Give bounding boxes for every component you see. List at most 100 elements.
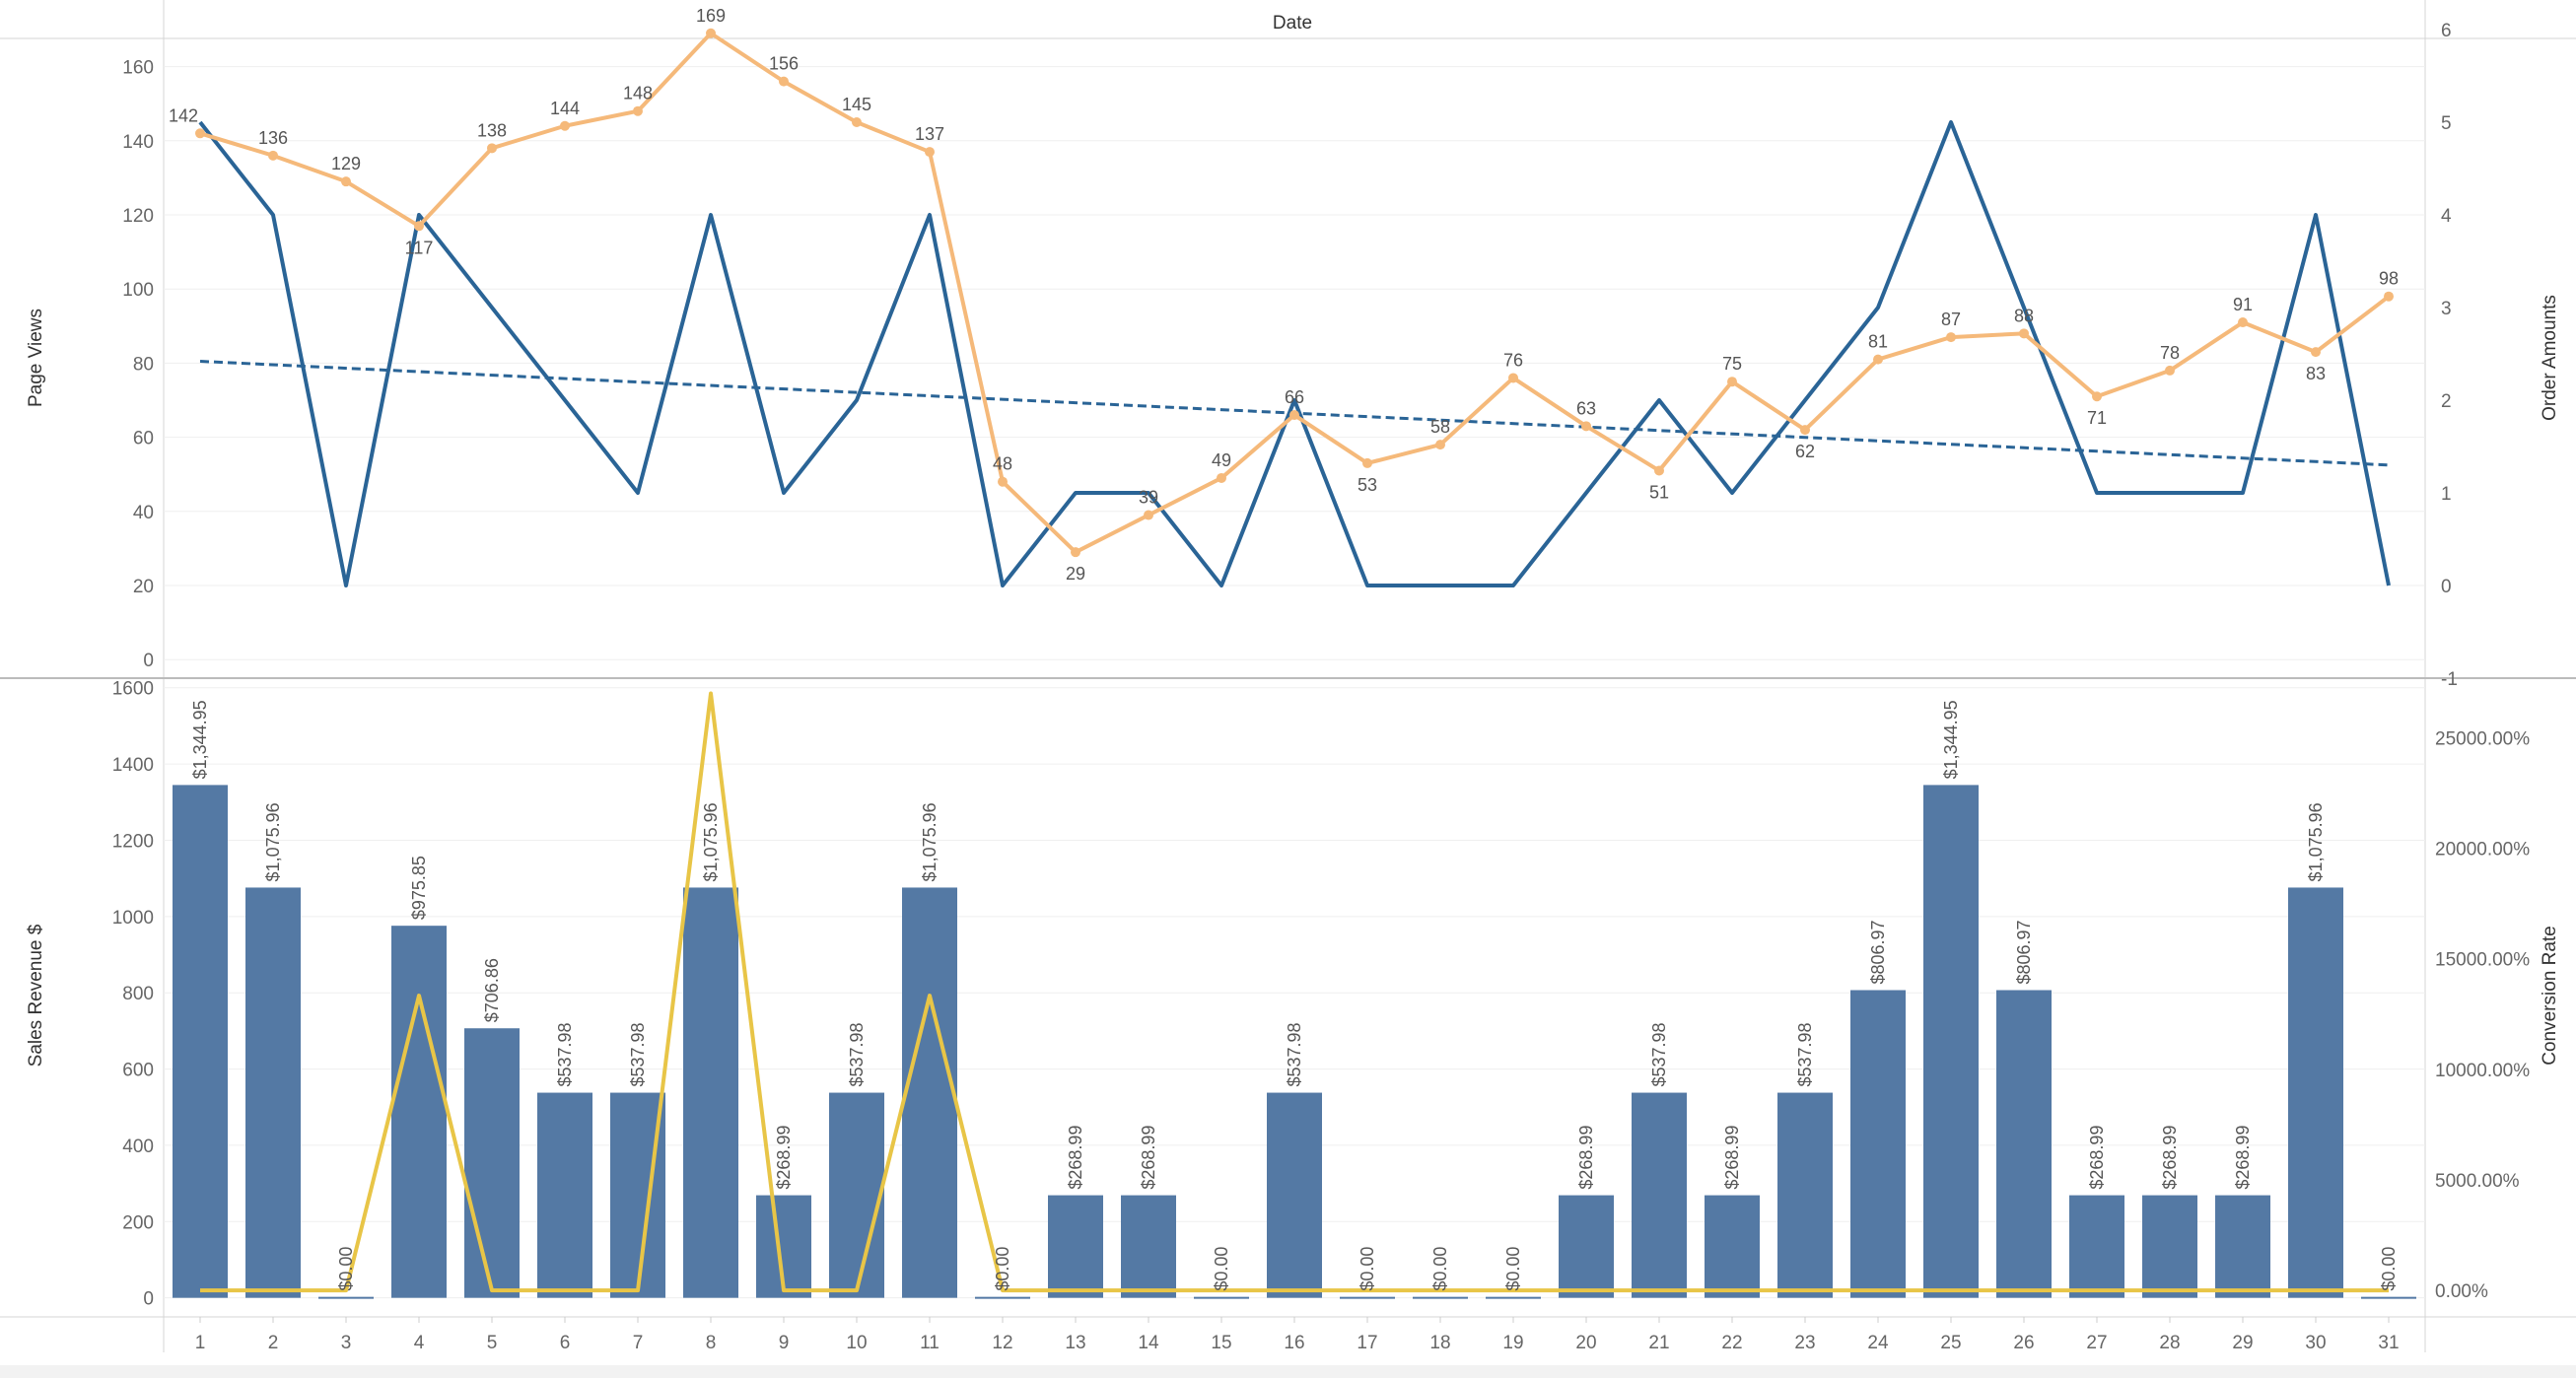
page-views-point [1435,440,1445,450]
page-views-tick: 160 [122,58,154,79]
order-amounts-tick: 2 [2441,391,2452,412]
date-tick-label: 21 [1648,1333,1669,1353]
revenue-bar [245,887,301,1298]
conversion-rate-tick: 0.00% [2435,1281,2488,1302]
revenue-bar-label: $806.97 [2014,920,2034,984]
date-tick-label: 3 [341,1333,352,1353]
date-tick-label: 8 [706,1333,717,1353]
revenue-bar-label: $0.00 [993,1247,1012,1291]
conversion-rate-tick: 10000.00% [2435,1061,2530,1081]
revenue-bar [1996,990,2052,1298]
page-views-point [1289,410,1299,421]
revenue-bar-label: $1,075.96 [2306,802,2326,881]
conversion-rate-tick: 20000.00% [2435,839,2530,860]
revenue-bar-label: $268.99 [2233,1126,2253,1190]
date-tick-label: 11 [920,1333,940,1353]
page-views-label: 144 [550,99,580,118]
page-views-point [1800,425,1810,436]
order-amounts-tick: 4 [2441,206,2452,227]
order-amounts-axis-title: Order Amounts [2540,295,2560,421]
page-views-point [1873,354,1883,365]
date-tick-label: 31 [2378,1333,2399,1353]
revenue-bar-label: $706.86 [482,958,502,1022]
page-views-point [1946,332,1956,343]
date-tick-label: 10 [846,1333,867,1353]
date-tick-label: 30 [2305,1333,2326,1353]
page-views-tick: 140 [122,132,154,153]
revenue-bar-label: $537.98 [628,1022,648,1086]
page-views-point [1217,472,1226,483]
sales-revenue-tick: 1400 [112,755,154,776]
page-views-point [414,221,424,232]
page-views-label: 49 [1212,450,1231,470]
revenue-bar-label: $0.00 [1212,1247,1231,1291]
revenue-bar [1777,1092,1833,1298]
revenue-bar [2288,887,2343,1298]
page-views-label: 48 [993,454,1012,474]
page-views-label: 62 [1795,442,1815,461]
page-views-label: 29 [1066,564,1085,584]
revenue-bar [537,1092,592,1298]
date-tick-label: 25 [1940,1333,1961,1353]
date-tick-label: 18 [1429,1333,1450,1353]
page-views-label: 148 [623,84,653,103]
page-views-point [2311,347,2321,358]
page-views-line [199,31,2391,555]
sales-revenue-tick: 0 [143,1289,154,1310]
page-views-point [1071,547,1080,558]
date-tick-label: 26 [2013,1333,2034,1353]
page-views-label: 81 [1868,332,1888,352]
revenue-bar-label: $1,344.95 [1941,700,1961,779]
conversion-rate-axis-title: Conversion Rate [2540,926,2560,1066]
revenue-bar [1048,1195,1103,1298]
page-views-tick: 80 [133,354,154,375]
page-views-label: 51 [1649,482,1669,502]
revenue-bar-label: $0.00 [1503,1247,1523,1291]
page-views-label: 98 [2379,269,2399,289]
data-labels: $1,344.95 $1,075.96 $0.00 $975.85 $706.86 $53… [169,6,2399,1291]
revenue-bar [464,1028,520,1298]
order-amounts-tick: 0 [2441,577,2452,597]
conversion-rate-tick: 15000.00% [2435,950,2530,971]
revenue-bar [1194,1296,1249,1299]
revenue-bar-label: $1,075.96 [263,802,283,881]
date-tick-label: 2 [268,1333,279,1353]
revenue-bar [1267,1092,1322,1298]
page-views-label: 169 [696,6,726,26]
page-views-label: 129 [331,154,361,173]
page-views-label: 156 [769,54,799,74]
date-tick-label: 15 [1211,1333,1231,1353]
page-views-label: 88 [2014,306,2034,325]
page-views-label: 78 [2160,343,2180,363]
sales-revenue-tick: 800 [122,984,154,1004]
line-series [195,28,2394,1293]
page-views-label: 63 [1576,398,1596,418]
date-tick-label: 28 [2159,1333,2180,1353]
page-views-point [341,176,351,187]
date-tick-label: 9 [779,1333,790,1353]
page-views-point [1654,465,1664,476]
revenue-bar [1121,1195,1176,1298]
revenue-bar-label: $537.98 [1285,1022,1304,1086]
revenue-bar-label: $537.98 [1795,1022,1815,1086]
order-amounts-tick: 6 [2441,21,2452,41]
page-views-point [268,150,278,161]
page-views-label: 83 [2306,364,2326,383]
page-views-point [195,128,205,139]
revenue-bar [2069,1195,2124,1298]
revenue-bar-label: $537.98 [555,1022,575,1086]
date-tick-label: 27 [2086,1333,2107,1353]
page-views-label: 91 [2233,295,2253,314]
page-views-label: 137 [915,124,944,144]
page-views-point [925,147,935,158]
revenue-bar-label: $975.85 [409,856,429,920]
page-views-point [2019,328,2029,339]
page-views-point [560,120,570,131]
bottom-scroll-strip [0,1365,2576,1378]
revenue-bar [975,1296,1030,1299]
page-views-tick: 40 [133,503,154,523]
sales-revenue-tick: 200 [122,1212,154,1233]
page-views-tick: 60 [133,429,154,449]
page-views-point [1362,457,1372,468]
